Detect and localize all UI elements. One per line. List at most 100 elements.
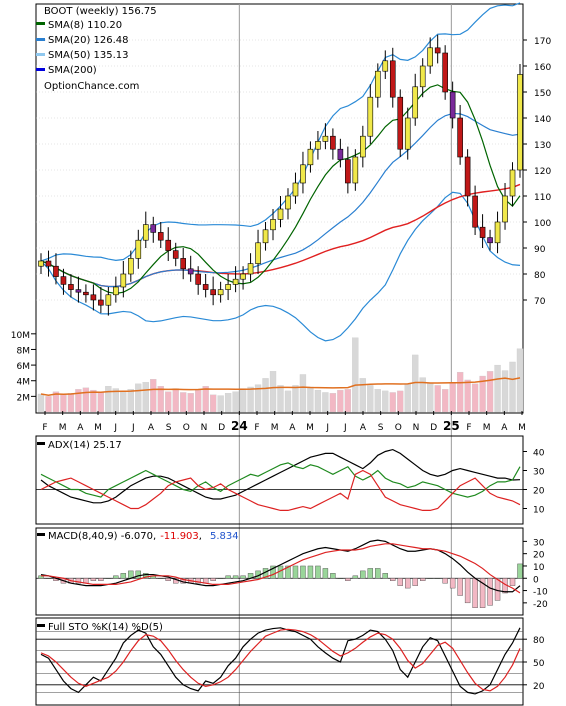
volume-bar	[434, 385, 441, 413]
volume-bar	[397, 390, 404, 413]
volume-bar	[150, 379, 157, 413]
axis-tick-label: 30	[533, 538, 545, 548]
series-line-2	[41, 543, 521, 594]
candle-body	[337, 148, 344, 160]
candle-body	[389, 60, 396, 98]
histogram-bar	[292, 565, 299, 579]
candle-body	[187, 268, 194, 275]
candle-body	[60, 276, 67, 285]
stochastic-gridlines	[36, 631, 523, 693]
candle-body	[255, 242, 261, 264]
candle-body	[142, 224, 149, 241]
volume-bar	[37, 393, 45, 413]
candle-body	[479, 226, 486, 238]
time-tick-label: M	[94, 423, 102, 433]
histogram-bar	[397, 578, 403, 586]
candle-body	[277, 208, 284, 220]
volume-bar	[45, 396, 52, 413]
candle-body	[434, 47, 441, 54]
candle-body	[262, 229, 269, 244]
candle-body	[98, 299, 104, 306]
volume-tick-label: 8M	[17, 346, 31, 356]
volume-bar	[277, 385, 284, 413]
time-tick-label: J	[343, 423, 347, 433]
volume-bar	[494, 364, 501, 413]
candle-body	[472, 195, 478, 228]
candle-body	[150, 224, 157, 233]
series-line-1	[40, 539, 521, 593]
volume-bar	[165, 391, 172, 413]
time-tick-label: J	[113, 423, 117, 433]
histogram-bar	[487, 578, 493, 606]
legend: BOOT (weekly) 156.75 SMA(8) 110.20 SMA(2…	[36, 6, 157, 92]
macd-axis: -20 -10 0 10 20 30	[523, 538, 548, 610]
volume-bar	[52, 391, 60, 413]
histogram-bar	[270, 565, 276, 579]
volume-bar	[262, 378, 269, 413]
candle-body	[83, 291, 89, 296]
volume-axis: 2M 4M 6M 8M 10M	[11, 331, 36, 403]
price-tick-label: 150	[534, 89, 551, 99]
volume-bar	[419, 377, 426, 413]
price-tick-label: 80	[534, 271, 546, 281]
candle-body	[225, 284, 231, 290]
legend-sma200: SMA(200)	[48, 65, 97, 76]
legend-sma20: SMA(20) 126.48	[48, 35, 129, 46]
histogram-bar	[509, 578, 516, 586]
adx-label: ADX(14) 25.17	[48, 440, 122, 451]
candle-body	[172, 250, 179, 259]
histogram-bar	[442, 578, 448, 584]
candle-body	[374, 70, 381, 98]
volume-bar	[404, 383, 411, 413]
volume-bar	[60, 394, 67, 413]
volume-bar	[75, 389, 82, 413]
candle-body	[113, 286, 119, 296]
histogram-bar	[472, 578, 478, 608]
axis-tick-label: 40	[533, 449, 545, 459]
axis-tick-label: 20	[533, 682, 545, 692]
volume-bar	[442, 389, 449, 413]
candle-body	[315, 141, 321, 150]
volume-bar	[127, 389, 134, 413]
time-tick-label: M	[483, 423, 491, 433]
time-tick-label: S	[166, 423, 172, 433]
volume-bar	[195, 389, 202, 413]
legend-brand: OptionChance.com	[44, 81, 139, 92]
stochastic-panel: 20 50 80 Full STO %K(14) %D(5)	[35, 617, 545, 706]
volume-bar	[172, 388, 179, 413]
volume-bar	[269, 371, 277, 413]
volume-bar	[367, 385, 374, 413]
time-axis: F M A M J J A S O N D 24 F M A M J J A S O N D 25 F M A M	[42, 411, 526, 433]
time-tick-label: A	[289, 423, 296, 433]
price-tick-label: 130	[534, 141, 551, 151]
histogram-bar	[352, 575, 359, 579]
histogram-bar	[75, 578, 82, 584]
adx-panel-frame	[35, 435, 524, 525]
time-tick-label: N	[201, 423, 208, 433]
histogram-bar	[240, 575, 246, 579]
candle-body	[300, 164, 306, 184]
candle-body	[419, 65, 426, 88]
histogram-bar	[105, 578, 112, 579]
histogram-bar	[210, 578, 216, 581]
time-tick-label: O	[395, 423, 402, 433]
candle-body	[68, 284, 74, 290]
axis-tick-label: 0	[533, 575, 539, 585]
candle-body	[509, 169, 516, 197]
candle-body	[442, 52, 448, 93]
histogram-bar	[337, 578, 344, 579]
histogram-bar	[330, 573, 336, 579]
histogram-bar	[479, 578, 486, 608]
adx-lines	[40, 448, 521, 511]
time-tick-label: F	[466, 423, 471, 433]
series-line-2	[40, 628, 521, 692]
volume-bar	[180, 392, 187, 413]
volume-bar	[254, 384, 262, 413]
candle-body	[240, 273, 246, 280]
histogram-bar	[367, 568, 374, 579]
volume-bar	[157, 386, 164, 413]
histogram-bar	[300, 565, 306, 579]
price-tick-label: 110	[534, 193, 551, 203]
time-tick-label: A	[148, 423, 155, 433]
candle-body	[53, 265, 59, 277]
